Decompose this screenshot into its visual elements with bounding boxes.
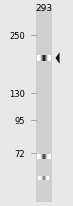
Bar: [42, 176, 43, 180]
Text: 95: 95: [14, 116, 25, 125]
Bar: [42, 154, 43, 159]
Bar: [49, 154, 50, 159]
Bar: [43, 55, 44, 62]
Bar: [40, 55, 41, 62]
Polygon shape: [55, 53, 60, 64]
Bar: [49, 55, 50, 62]
Bar: [45, 154, 46, 159]
Bar: [47, 55, 48, 62]
Bar: [50, 154, 51, 159]
Bar: [37, 55, 38, 62]
Bar: [43, 154, 44, 159]
Bar: [43, 176, 44, 180]
Bar: [45, 55, 46, 62]
Bar: [44, 154, 45, 159]
Bar: [46, 154, 47, 159]
Bar: [41, 154, 42, 159]
Bar: [48, 154, 49, 159]
Bar: [42, 55, 43, 62]
Bar: [39, 154, 40, 159]
Bar: [48, 176, 49, 180]
Bar: [50, 55, 51, 62]
Text: 130: 130: [9, 89, 25, 98]
Bar: [39, 176, 40, 180]
Bar: [46, 55, 47, 62]
Bar: [39, 55, 40, 62]
Bar: [36, 8, 52, 202]
Bar: [40, 154, 41, 159]
Bar: [38, 154, 39, 159]
Bar: [46, 176, 47, 180]
Bar: [47, 176, 48, 180]
Bar: [40, 176, 41, 180]
Bar: [44, 176, 45, 180]
Text: 250: 250: [9, 32, 25, 41]
Bar: [44, 55, 45, 62]
Text: 72: 72: [14, 149, 25, 158]
Bar: [38, 176, 39, 180]
Bar: [47, 154, 48, 159]
Bar: [37, 154, 38, 159]
Bar: [45, 176, 46, 180]
Bar: [41, 55, 42, 62]
Bar: [38, 55, 39, 62]
Bar: [48, 55, 49, 62]
Text: 293: 293: [35, 4, 52, 13]
Bar: [41, 176, 42, 180]
